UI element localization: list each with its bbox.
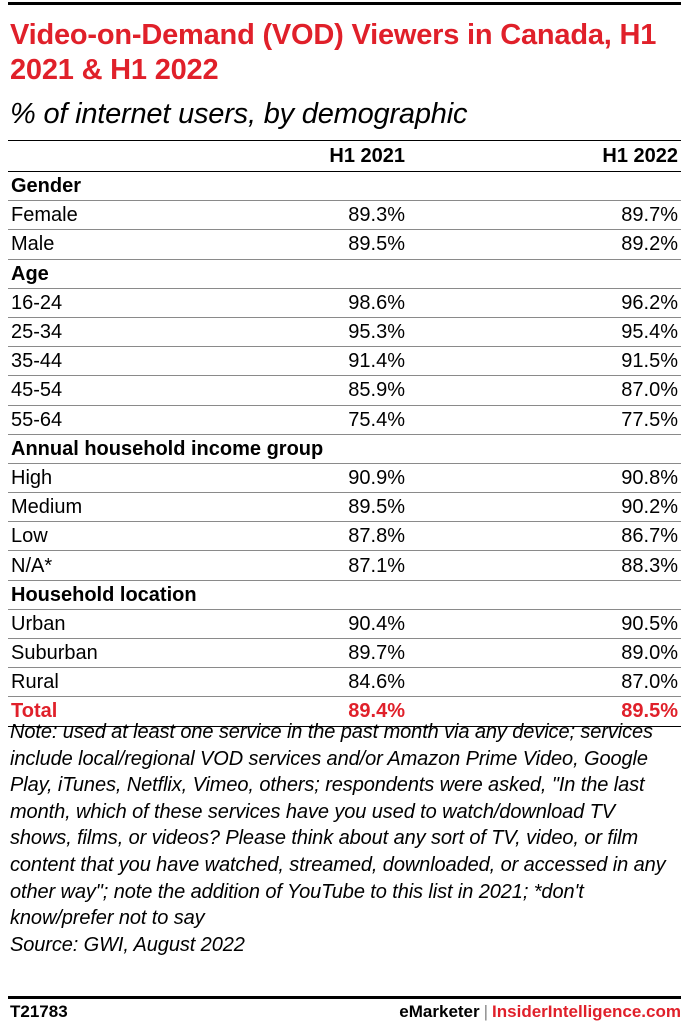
value-h1-2022: 77.5%: [408, 405, 681, 435]
brand: eMarketer | InsiderIntelligence.com: [399, 1001, 681, 1023]
group-header-row: Household location: [8, 580, 681, 610]
header-row: H1 2021 H1 2022: [8, 141, 681, 172]
note-text: Note: used at least one service in the p…: [10, 721, 666, 930]
value-h1-2022: 89.2%: [408, 229, 681, 260]
column-header-h1-2022: H1 2022: [408, 141, 681, 172]
chart-title: Video-on-Demand (VOD) Viewers in Canada,…: [10, 19, 657, 86]
value-h1-2021: 87.8%: [258, 521, 408, 552]
value-h1-2022: 95.4%: [408, 317, 681, 348]
group-label: Household location: [8, 580, 258, 610]
row-label: High: [8, 463, 258, 494]
table-row: Medium 89.5% 90.2%: [8, 492, 681, 523]
row-label: Female: [8, 200, 258, 231]
header-rule: [8, 140, 681, 141]
total-h1-2021: 89.4%: [258, 696, 408, 727]
empty-cell: [258, 171, 408, 202]
table-row: Rural 84.6% 87.0%: [8, 667, 681, 698]
value-h1-2021: 91.4%: [258, 346, 408, 377]
row-label: Medium: [8, 492, 258, 523]
total-row: Total 89.4% 89.5%: [8, 696, 681, 727]
value-h1-2022: 90.8%: [408, 463, 681, 494]
value-h1-2021: 90.9%: [258, 463, 408, 494]
value-h1-2022: 87.0%: [408, 667, 681, 698]
row-label: 35-44: [8, 346, 258, 377]
group-header-row: Age: [8, 259, 681, 289]
table-row: High 90.9% 90.8%: [8, 463, 681, 494]
empty-cell: [258, 580, 408, 610]
table-row: 16-24 98.6% 96.2%: [8, 288, 681, 318]
value-h1-2022: 91.5%: [408, 346, 681, 377]
row-label: Male: [8, 229, 258, 260]
total-label: Total: [8, 696, 258, 727]
row-label: Urban: [8, 609, 258, 640]
value-h1-2021: 89.5%: [258, 492, 408, 523]
value-h1-2021: 89.3%: [258, 200, 408, 231]
table-row: Female 89.3% 89.7%: [8, 200, 681, 231]
row-label: 25-34: [8, 317, 258, 348]
total-h1-2022: 89.5%: [408, 696, 681, 727]
empty-cell: [258, 259, 408, 289]
empty-cell: [258, 434, 408, 464]
group-header-row: Annual household income group: [8, 434, 681, 464]
value-h1-2021: 85.9%: [258, 375, 408, 406]
table-body: Gender Female 89.3% 89.7% Male 89.5% 89.2% Age 1…: [8, 171, 681, 727]
row-label: Low: [8, 521, 258, 552]
value-h1-2021: 89.5%: [258, 229, 408, 260]
brand-emarketer: eMarketer: [399, 1002, 480, 1021]
value-h1-2022: 96.2%: [408, 288, 681, 318]
table-row: Male 89.5% 89.2%: [8, 229, 681, 260]
value-h1-2022: 86.7%: [408, 521, 681, 552]
empty-cell: [408, 580, 681, 610]
value-h1-2022: 90.5%: [408, 609, 681, 640]
footer-rule: [8, 996, 681, 999]
row-label: 55-64: [8, 405, 258, 435]
table-row: 25-34 95.3% 95.4%: [8, 317, 681, 348]
group-label: Gender: [8, 171, 258, 202]
chart-subtitle: % of internet users, by demographic: [10, 98, 468, 130]
table-row: Suburban 89.7% 89.0%: [8, 638, 681, 669]
brand-separator: |: [483, 1002, 489, 1021]
value-h1-2022: 88.3%: [408, 550, 681, 581]
table-row: Urban 90.4% 90.5%: [8, 609, 681, 640]
column-header-h1-2021: H1 2021: [258, 141, 408, 172]
value-h1-2021: 84.6%: [258, 667, 408, 698]
empty-cell: [408, 259, 681, 289]
table-row: Low 87.8% 86.7%: [8, 521, 681, 552]
top-rule: [8, 2, 681, 5]
row-label: 45-54: [8, 375, 258, 406]
row-label: N/A*: [8, 550, 258, 581]
brand-insiderintelligence: InsiderIntelligence.com: [492, 1002, 681, 1021]
value-h1-2022: 87.0%: [408, 375, 681, 406]
value-h1-2022: 89.7%: [408, 200, 681, 231]
value-h1-2021: 95.3%: [258, 317, 408, 348]
value-h1-2021: 87.1%: [258, 550, 408, 581]
row-label: 16-24: [8, 288, 258, 318]
value-h1-2021: 89.7%: [258, 638, 408, 669]
empty-cell: [408, 171, 681, 202]
source-text: Source: GWI, August 2022: [10, 933, 245, 956]
column-header-label: [8, 141, 258, 172]
group-label: Annual household income group: [8, 434, 323, 464]
value-h1-2022: 90.2%: [408, 492, 681, 523]
value-h1-2022: 89.0%: [408, 638, 681, 669]
row-label: Rural: [8, 667, 258, 698]
footer: T21783 eMarketer | InsiderIntelligence.com: [10, 1001, 681, 1023]
data-table: H1 2021 H1 2022 Gender Female 89.3% 89.7% Ma…: [8, 141, 681, 727]
group-label: Age: [8, 259, 258, 289]
table-row: 35-44 91.4% 91.5%: [8, 346, 681, 377]
value-h1-2021: 98.6%: [258, 288, 408, 318]
table-row: 45-54 85.9% 87.0%: [8, 375, 681, 406]
table-row: N/A* 87.1% 88.3%: [8, 550, 681, 581]
row-label: Suburban: [8, 638, 258, 669]
group-header-row: Gender: [8, 171, 681, 202]
value-h1-2021: 75.4%: [258, 405, 408, 435]
empty-cell: [408, 434, 681, 464]
chart-note: Note: used at least one service in the p…: [10, 719, 682, 958]
value-h1-2021: 90.4%: [258, 609, 408, 640]
table-row: 55-64 75.4% 77.5%: [8, 405, 681, 435]
chart-id: T21783: [10, 1002, 68, 1021]
